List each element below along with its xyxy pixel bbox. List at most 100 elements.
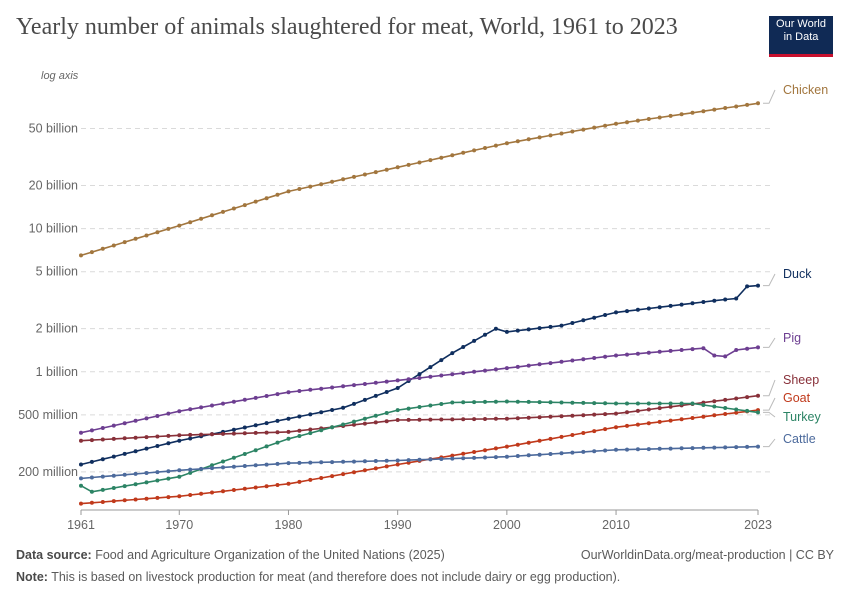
logo-line-1: Our World — [776, 18, 826, 30]
data-point — [286, 481, 291, 486]
data-point — [548, 133, 553, 138]
data-point — [275, 461, 280, 466]
data-point — [308, 184, 313, 189]
data-point — [395, 458, 400, 463]
x-tick-label: 2023 — [744, 518, 772, 532]
series-label[interactable]: Turkey — [783, 410, 821, 424]
data-point — [395, 378, 400, 383]
label-connector — [763, 438, 776, 448]
data-point — [614, 425, 618, 430]
series-chicken[interactable] — [79, 101, 760, 258]
data-point — [89, 459, 94, 464]
data-point — [504, 366, 509, 371]
data-point — [756, 410, 760, 415]
series-line[interactable] — [80, 409, 759, 505]
source-link[interactable]: OurWorldinData.org/meat-production | CC … — [580, 548, 834, 562]
data-point — [493, 446, 498, 451]
data-point — [199, 216, 204, 221]
data-point — [188, 467, 193, 472]
data-point — [133, 449, 138, 454]
data-point — [483, 368, 487, 373]
data-point — [341, 405, 346, 410]
data-point — [581, 318, 586, 323]
data-point — [144, 471, 149, 475]
data-point — [242, 425, 247, 430]
data-point — [362, 416, 367, 421]
data-point — [362, 421, 367, 426]
data-point — [395, 408, 400, 413]
data-point — [559, 451, 564, 456]
data-point — [352, 401, 356, 406]
data-point — [635, 307, 640, 312]
data-point — [166, 433, 171, 438]
data-point — [526, 137, 531, 142]
data-point — [646, 447, 651, 452]
series-cattle[interactable] — [79, 444, 760, 481]
data-point — [734, 104, 739, 109]
data-point — [111, 499, 116, 504]
data-point — [712, 107, 717, 112]
data-point — [461, 456, 466, 461]
data-point — [614, 411, 618, 416]
owid-logo[interactable]: Our World in Data — [769, 16, 833, 57]
series-label[interactable]: Sheep — [783, 373, 819, 387]
data-point — [264, 430, 269, 435]
data-point — [526, 399, 531, 404]
data-point — [100, 246, 105, 251]
series-turkey[interactable] — [79, 399, 760, 494]
data-point — [111, 486, 116, 490]
data-point — [166, 441, 171, 446]
data-point — [646, 350, 651, 355]
label-connector — [763, 397, 776, 411]
data-point — [734, 396, 739, 401]
data-point — [570, 321, 575, 325]
data-point — [341, 384, 346, 389]
data-point — [723, 297, 728, 302]
data-point — [635, 422, 640, 427]
data-point — [493, 416, 498, 421]
series-goat[interactable] — [79, 408, 760, 506]
data-point — [242, 431, 247, 436]
data-point — [559, 359, 564, 364]
data-point — [592, 356, 597, 360]
series-sheep[interactable] — [79, 393, 760, 443]
data-point — [122, 498, 127, 503]
series-pig[interactable] — [79, 345, 760, 435]
data-point — [504, 416, 509, 421]
data-point — [450, 351, 455, 356]
data-point — [89, 428, 94, 433]
series-label[interactable]: Cattle — [783, 432, 816, 446]
data-point — [221, 465, 225, 470]
data-point — [242, 464, 247, 468]
data-point — [330, 460, 335, 465]
data-point — [231, 399, 236, 404]
y-tick-label: 2 billion — [36, 322, 78, 336]
data-point — [734, 445, 739, 450]
data-point — [756, 444, 760, 449]
data-point — [275, 418, 280, 423]
data-point — [373, 413, 378, 418]
series-duck[interactable] — [79, 283, 760, 467]
data-point — [439, 402, 444, 406]
data-point — [526, 440, 531, 445]
data-point — [297, 460, 302, 465]
data-point — [362, 382, 367, 386]
series-label[interactable]: Chicken — [783, 83, 828, 97]
data-point — [668, 404, 673, 409]
data-point — [210, 466, 214, 471]
data-point — [537, 400, 542, 405]
data-point — [559, 434, 564, 439]
data-point — [210, 463, 214, 468]
data-point — [723, 106, 728, 110]
data-point — [144, 446, 149, 451]
series-label[interactable]: Duck — [783, 267, 812, 281]
data-point — [373, 466, 378, 471]
data-point — [133, 482, 138, 487]
data-point — [352, 174, 356, 179]
series-line[interactable] — [80, 102, 759, 257]
series-label[interactable]: Goat — [783, 391, 811, 405]
data-point — [646, 421, 651, 426]
data-point — [472, 148, 477, 153]
note: Note: This is based on livestock product… — [16, 570, 620, 584]
series-label[interactable]: Pig — [783, 331, 801, 345]
